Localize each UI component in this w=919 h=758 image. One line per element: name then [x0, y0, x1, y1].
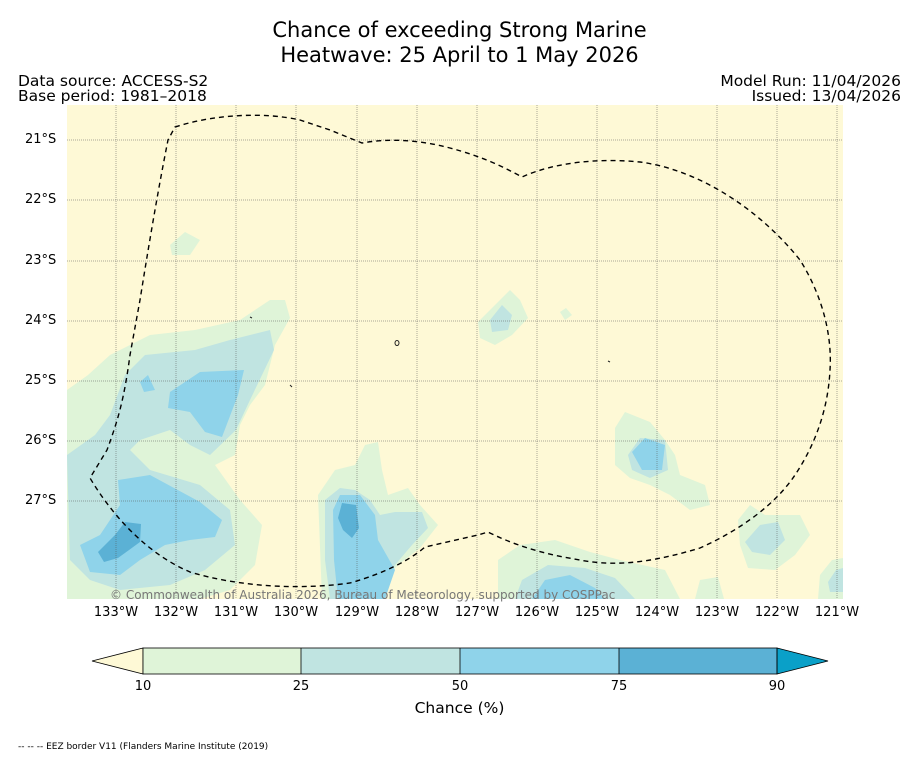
model-run: Model Run: 11/04/2026 [720, 72, 901, 90]
title-line-2: Heatwave: 25 April to 1 May 2026 [280, 43, 639, 67]
colorbar-tick: 50 [451, 679, 469, 694]
lon-label: 129°W [334, 605, 380, 620]
colorbar-label: Chance (%) [414, 699, 505, 717]
islands [249, 316, 611, 388]
base-period: Base period: 1981–2018 [18, 87, 207, 105]
colorbar-segment-50-75 [460, 648, 619, 674]
contour-25-east-b [745, 522, 785, 555]
colorbar-extend-high [777, 648, 828, 674]
title-line-1: Chance of exceeding Strong Marine [272, 18, 647, 42]
lon-label: 126°W [514, 605, 560, 620]
colorbar-extend-low [91, 647, 144, 675]
colorbar-tick: 90 [768, 679, 786, 694]
lat-label: 21°S [25, 132, 57, 147]
lon-label: 123°W [694, 605, 740, 620]
data-source: Data source: ACCESS-S2 [18, 72, 209, 90]
colorbar-segment-25-50 [301, 648, 460, 674]
contour-75-west [98, 522, 141, 562]
grid-lines [67, 105, 843, 599]
lon-label: 121°W [814, 605, 860, 620]
contour-25-mid [490, 305, 512, 332]
lon-label: 133°W [93, 605, 139, 620]
colorbar-segment-10-25 [143, 648, 301, 674]
island-d [607, 360, 611, 363]
island-c [289, 384, 293, 388]
lat-label: 26°S [25, 433, 57, 448]
issued-date: Issued: 13/04/2026 [751, 87, 901, 105]
contour-75-central [338, 503, 359, 538]
colorbar-tick: 75 [610, 679, 628, 694]
probability-contours [67, 232, 843, 599]
lon-label: 127°W [454, 605, 500, 620]
lon-label: 130°W [273, 605, 319, 620]
island-b [249, 316, 253, 319]
lat-label: 23°S [25, 253, 57, 268]
lon-label: 125°W [574, 605, 620, 620]
island-a [394, 340, 400, 346]
lon-label: 128°W [394, 605, 440, 620]
lat-label: 24°S [25, 313, 57, 328]
lat-label: 27°S [25, 493, 57, 508]
contour-10-mid-dot [560, 308, 572, 320]
colorbar-high-outline [776, 647, 829, 675]
lon-label: 132°W [153, 605, 199, 620]
source-info: Data source: ACCESS-S2 Base period: 1981… [18, 72, 209, 105]
lat-label: 25°S [25, 373, 57, 388]
contour-50-west-c [140, 375, 155, 392]
contour-10-nw [170, 232, 200, 255]
map-title: Chance of exceeding Strong Marine Heatwa… [0, 18, 919, 68]
lat-label: 22°S [25, 192, 57, 207]
lon-label: 122°W [754, 605, 800, 620]
colorbar [91, 647, 829, 675]
lon-label: 131°W [213, 605, 259, 620]
colorbar-segment-75-90 [619, 648, 777, 674]
eez-border [89, 114, 832, 588]
copyright-notice: © Commonwealth of Australia 2026, Bureau… [110, 588, 616, 602]
contour-25-east-c [828, 568, 843, 592]
eez-legend: -- -- -- EEZ border V11 (Flanders Marine… [18, 742, 269, 752]
run-info: Model Run: 11/04/2026 Issued: 13/04/2026 [720, 72, 901, 105]
lon-label: 124°W [634, 605, 680, 620]
contour-50-west-a [168, 370, 244, 437]
contour-50-south [532, 575, 605, 599]
colorbar-tick: 10 [134, 679, 152, 694]
colorbar-tick: 25 [292, 679, 310, 694]
